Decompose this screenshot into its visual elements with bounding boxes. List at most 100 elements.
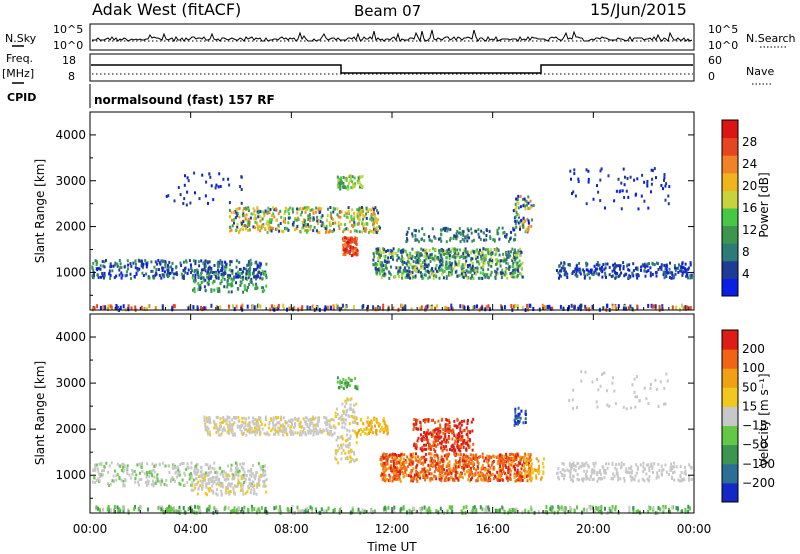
power-cell xyxy=(383,254,386,258)
velocity-cell xyxy=(469,458,472,462)
power-cell xyxy=(527,307,529,312)
velocity-cell xyxy=(501,467,504,471)
velocity-cell xyxy=(349,455,352,459)
power-cell xyxy=(443,269,446,273)
velocity-cell xyxy=(341,421,344,425)
power-cell xyxy=(478,235,481,239)
power-cell xyxy=(455,236,458,240)
power-cell xyxy=(403,266,406,270)
velocity-cell xyxy=(588,478,591,481)
velocity-cell xyxy=(631,469,634,473)
power-cell xyxy=(548,304,551,309)
velocity-cell xyxy=(227,416,230,420)
velocity-cell xyxy=(190,488,193,492)
velocity-cell xyxy=(347,376,350,380)
power-cell xyxy=(387,306,390,311)
power-cell xyxy=(506,256,509,259)
velocity-cell xyxy=(309,417,312,421)
velocity-cell xyxy=(343,411,345,415)
velocity-cell xyxy=(396,474,398,478)
power-cell xyxy=(490,270,493,274)
velocity-cell xyxy=(209,487,212,490)
power-cell xyxy=(235,281,237,285)
velocity-cell xyxy=(315,429,318,433)
velocity-cell xyxy=(515,414,518,418)
power-cell xyxy=(93,306,96,311)
power-cell xyxy=(282,230,285,234)
velocity-cell xyxy=(227,464,229,468)
power-cell xyxy=(200,276,203,280)
power-colorbar-segment xyxy=(722,260,738,279)
power-cell xyxy=(345,212,348,216)
velocity-cell xyxy=(447,430,450,434)
power-cell xyxy=(572,190,575,194)
power-cell xyxy=(265,222,268,226)
velocity-cell xyxy=(197,475,200,479)
velocity-cell xyxy=(325,423,328,427)
power-cell xyxy=(438,266,440,270)
velocity-cell xyxy=(194,483,197,487)
power-cell xyxy=(515,225,518,229)
velocity-cell xyxy=(424,460,427,464)
power-cell xyxy=(194,279,197,283)
power-cell xyxy=(444,252,447,255)
velocity-cell xyxy=(494,475,497,479)
velocity-cell xyxy=(291,432,294,436)
velocity-cell xyxy=(222,419,225,423)
power-cell xyxy=(370,218,373,222)
velocity-cell xyxy=(454,459,457,463)
power-cell xyxy=(574,194,577,198)
power-cell xyxy=(677,266,680,270)
velocity-cell xyxy=(256,485,258,489)
power-cell xyxy=(528,303,531,308)
velocity-cell xyxy=(515,416,518,420)
power-cell xyxy=(579,269,582,273)
velocity-cell xyxy=(216,475,219,479)
velocity-cell xyxy=(202,478,205,482)
velocity-cell xyxy=(294,424,296,428)
velocity-cell xyxy=(252,422,255,426)
power-cell xyxy=(167,266,170,270)
velocity-cell xyxy=(337,461,340,465)
velocity-cell xyxy=(219,472,222,476)
power-cell xyxy=(342,230,345,234)
power-cell xyxy=(224,267,227,271)
power-cell xyxy=(145,307,148,312)
velocity-cell xyxy=(448,472,451,476)
power-cell xyxy=(650,190,652,194)
power-cell xyxy=(584,304,587,309)
power-cell xyxy=(235,259,238,263)
velocity-cell xyxy=(222,417,225,421)
velocity-cell xyxy=(407,474,410,477)
power-cell xyxy=(423,233,426,236)
velocity-cell xyxy=(212,481,215,485)
velocity-cell xyxy=(520,467,523,471)
velocity-cell xyxy=(240,431,243,435)
velocity-cell xyxy=(542,472,545,476)
power-cell xyxy=(646,184,649,188)
power-cell xyxy=(134,305,137,310)
power-cell xyxy=(347,250,350,254)
power-cell xyxy=(408,266,411,270)
power-cell xyxy=(345,215,348,219)
velocity-cell xyxy=(459,445,462,449)
power-cell xyxy=(649,274,652,278)
velocity-cell xyxy=(423,447,426,451)
power-cell xyxy=(473,305,476,309)
power-cell xyxy=(513,256,516,260)
velocity-cell xyxy=(360,418,363,422)
power-colorbar-tick: 20 xyxy=(742,179,757,193)
velocity-cell xyxy=(141,469,144,473)
power-cell xyxy=(424,305,427,310)
power-cell xyxy=(521,306,524,311)
power-cell xyxy=(519,227,521,231)
velocity-cell xyxy=(391,452,394,456)
velocity-cell xyxy=(256,428,259,432)
velocity-cell xyxy=(249,430,252,433)
power-cell xyxy=(389,248,392,252)
velocity-cell xyxy=(451,431,453,435)
power-cell xyxy=(681,262,684,266)
velocity-cell xyxy=(498,474,501,478)
power-cell xyxy=(476,304,478,309)
power-cell xyxy=(203,306,206,311)
